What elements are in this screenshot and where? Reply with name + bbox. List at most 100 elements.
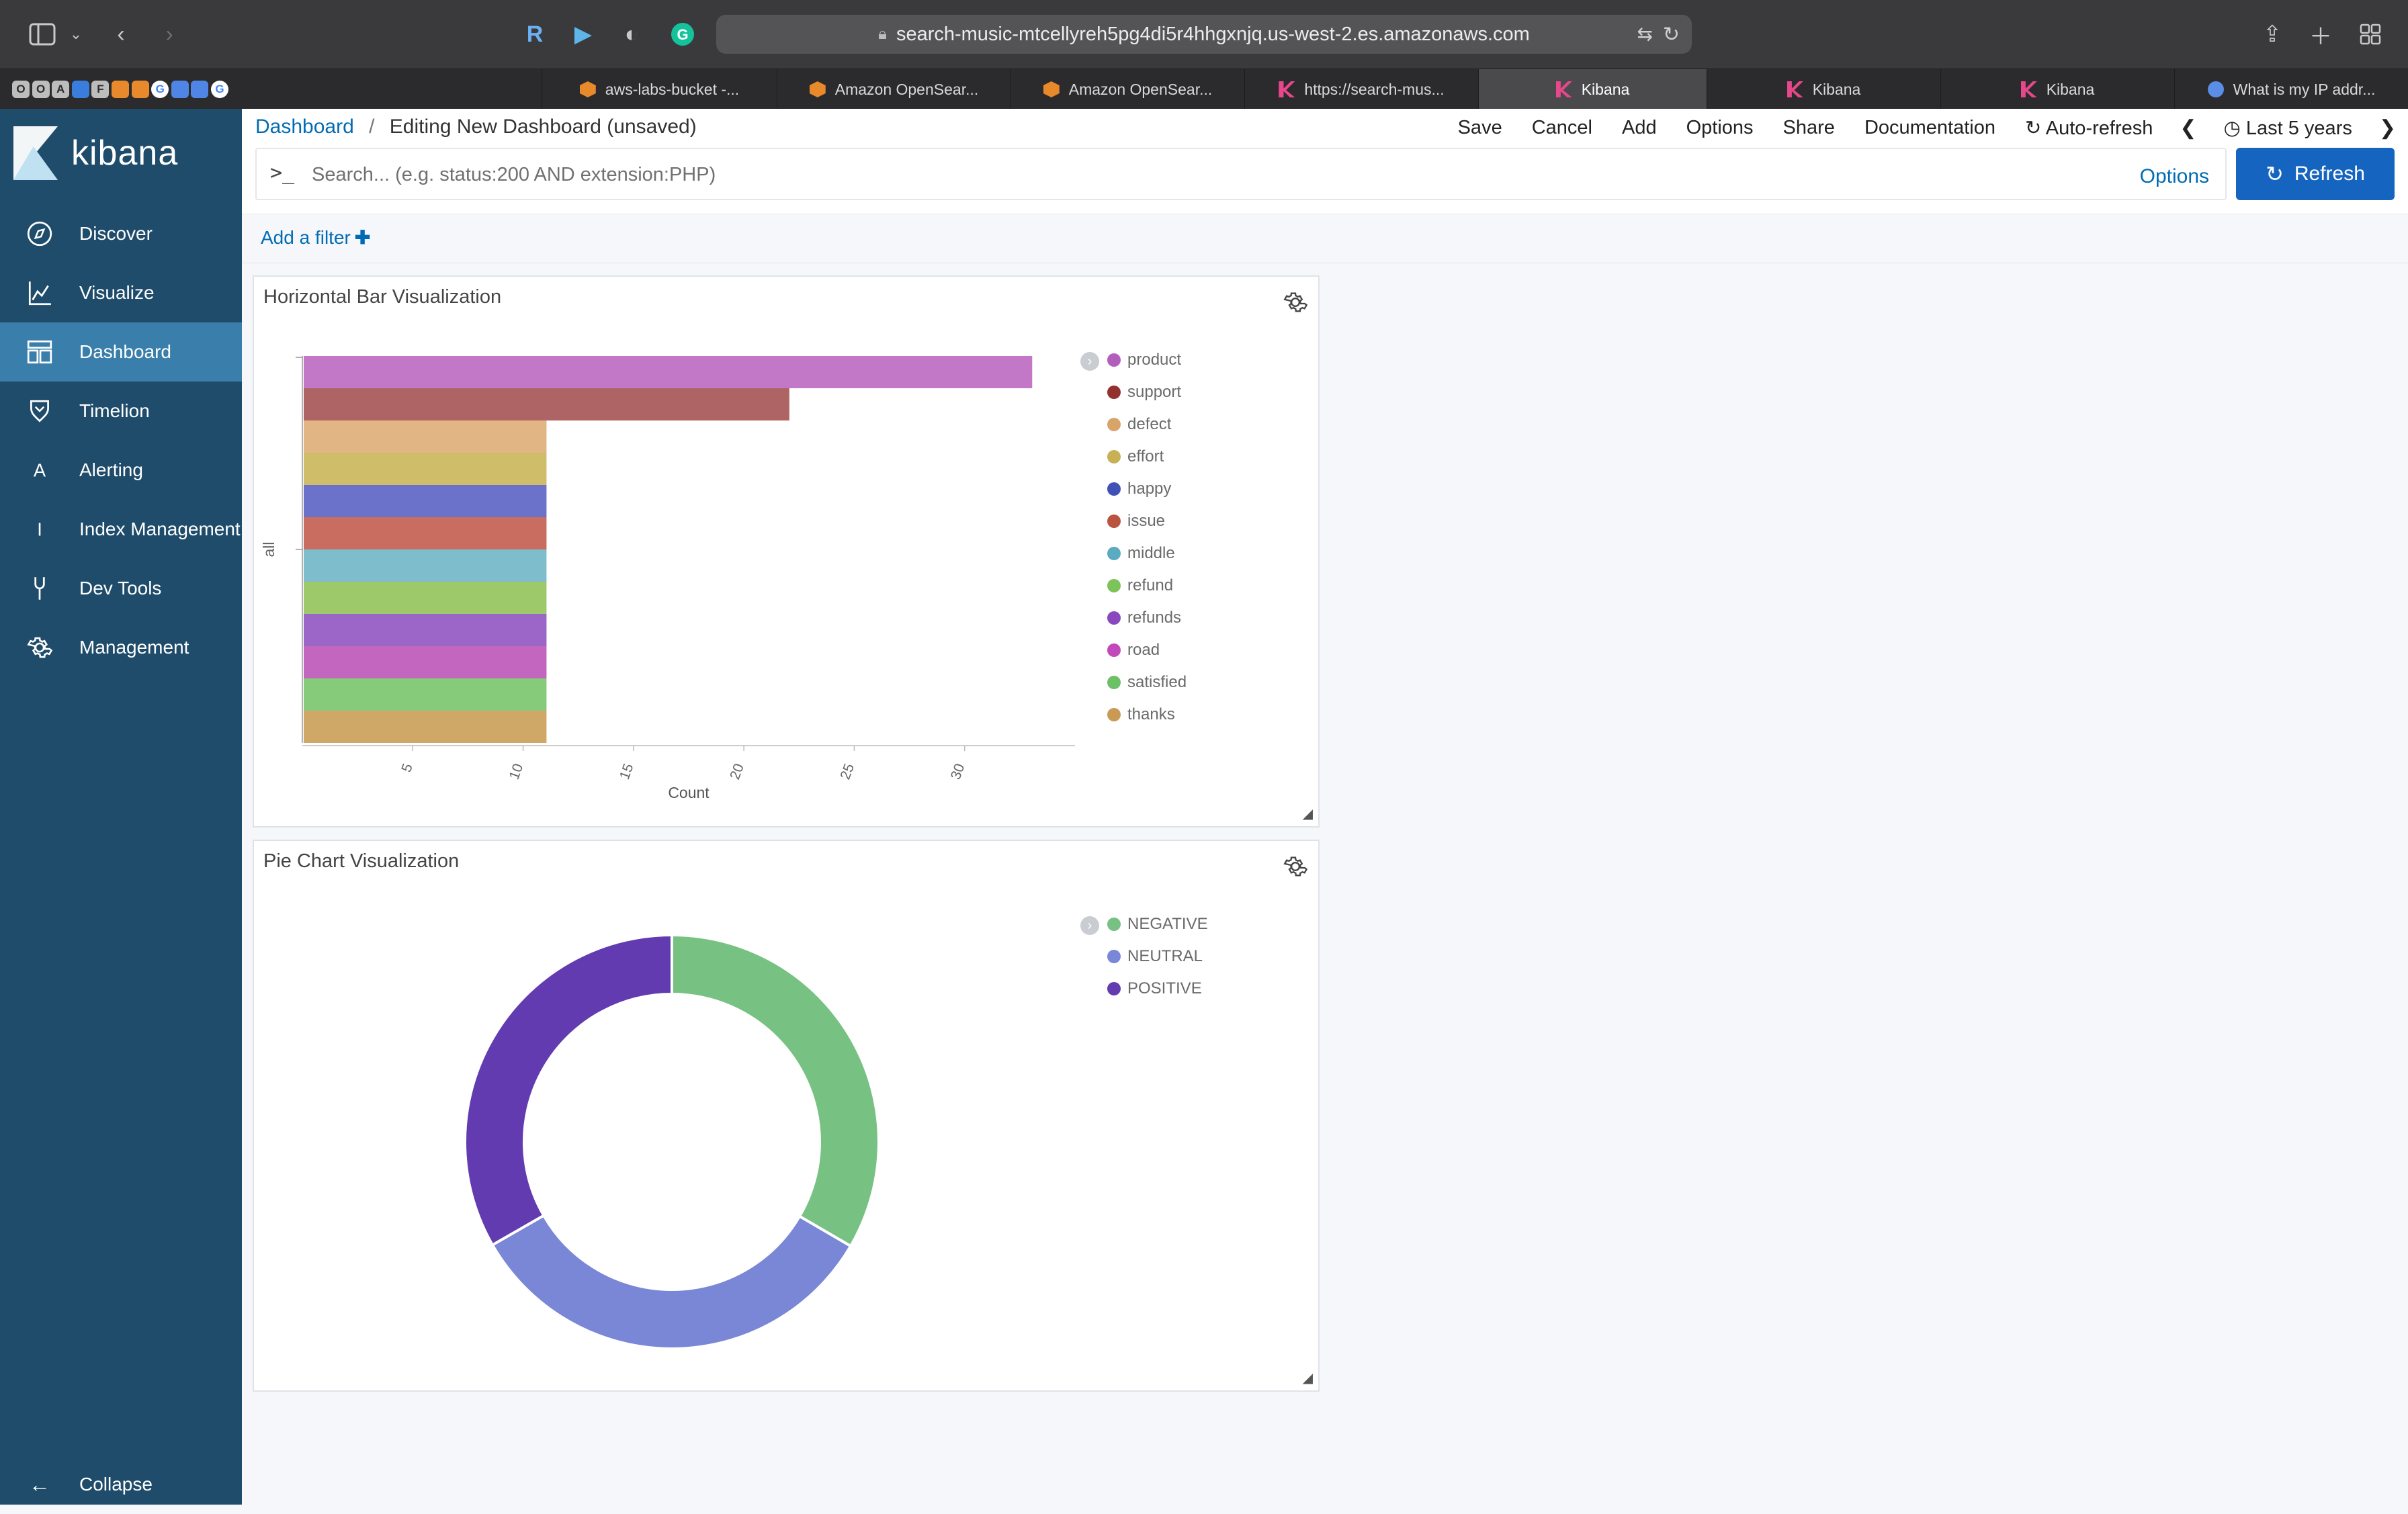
grammarly-icon[interactable]: G [668,19,697,50]
legend-item-road[interactable]: road [1107,641,1160,660]
legend-item-refund[interactable]: refund [1107,576,1173,595]
browser-tab[interactable]: Kibana [1707,69,1940,109]
pinned-tab[interactable] [191,81,209,98]
documentation-button[interactable]: Documentation [1864,116,1995,138]
browser-tab[interactable]: Kibana [1940,69,2174,109]
browser-tab[interactable]: Amazon OpenSear... [1010,69,1244,109]
legend-item-middle[interactable]: middle [1107,544,1175,563]
browser-tab[interactable]: Kibana [1478,69,1707,109]
forward-icon[interactable]: › [165,21,173,47]
share-button[interactable]: Share [1782,116,1835,138]
bar-thanks [304,711,547,743]
legend-item-happy[interactable]: happy [1107,480,1171,498]
legend-item-defect[interactable]: defect [1107,415,1171,434]
legend-dot [1107,353,1121,367]
legend-item-product[interactable]: product [1107,351,1181,369]
chevron-down-icon[interactable]: ⌄ [69,26,83,42]
pinned-tab[interactable]: G [151,81,169,98]
back-icon[interactable]: ‹ [117,21,125,47]
x-tick-label: 30 [948,762,968,782]
translate-icon[interactable]: ⇆ [1637,24,1653,44]
sidebar-item-management[interactable]: Management [0,618,242,677]
legend-item-neutral[interactable]: NEUTRAL [1107,947,1203,966]
refresh-button[interactable]: ↻ Refresh [2236,148,2395,200]
options-button[interactable]: Options [1686,116,1754,138]
browser-tab[interactable]: aws-labs-bucket -... [542,69,777,109]
pinned-tab[interactable] [171,81,189,98]
sidebar-item-dev-tools[interactable]: Dev Tools [0,559,242,618]
pinned-tab[interactable]: O [12,81,30,98]
legend-item-negative[interactable]: NEGATIVE [1107,915,1208,934]
legend-toggle-icon[interactable]: › [1080,916,1099,935]
pinned-tab[interactable] [131,81,149,98]
url-text: search-music-mtcellyreh5pg4di5r4hhgxnjq.… [896,23,1530,45]
legend-label: thanks [1127,705,1175,723]
resize-handle-icon[interactable]: ◢ [1302,807,1313,821]
shield-icon[interactable]: ◐ [624,21,639,47]
pinned-tab[interactable] [71,81,89,98]
tab-overview-icon[interactable] [2356,19,2385,50]
share-icon[interactable]: ⇪ [2262,21,2282,47]
save-button[interactable]: Save [1457,116,1502,138]
gear-icon[interactable] [1282,289,1309,316]
pinned-tab[interactable]: G [211,81,228,98]
resize-handle-icon[interactable]: ◢ [1302,1371,1313,1386]
new-tab-icon[interactable]: ＋ [2309,24,2332,50]
browser-tab[interactable]: Amazon OpenSear... [777,69,1010,109]
add-filter-button[interactable]: Add a filter ✚ [261,226,370,249]
panel-title: Pie Chart Visualization [263,850,460,872]
panel-title: Horizontal Bar Visualization [263,286,502,308]
time-forward-icon[interactable]: ❯ [2378,116,2396,139]
sidebar-toggle-icon[interactable] [26,19,59,50]
legend-item-thanks[interactable]: thanks [1107,705,1175,724]
sidebar-item-alerting[interactable]: A Alerting [0,441,242,500]
legend-dot [1107,547,1121,560]
bar-road [304,646,547,678]
bar-issue [304,517,547,549]
pinned-tab[interactable]: F [91,81,110,98]
legend-item-effort[interactable]: effort [1107,447,1164,466]
kibana-top-bar: Dashboard / Editing New Dashboard (unsav… [242,109,2408,146]
compass-icon [0,220,79,248]
extension-r-icon[interactable]: R [526,21,544,47]
gear-icon [0,633,79,662]
add-button[interactable]: Add [1621,116,1657,138]
sidebar-item-discover[interactable]: Discover [0,204,242,263]
aws-favicon-icon [809,81,826,97]
search-options-button[interactable]: Options [2139,165,2209,187]
sidebar-item-timelion[interactable]: Timelion [0,382,242,441]
time-picker-button[interactable]: ◷ Last 5 years [2224,116,2352,140]
auto-refresh-button[interactable]: ↻ Auto-refresh [2025,116,2153,140]
breadcrumb-dashboard-link[interactable]: Dashboard [255,116,354,138]
kibana-logo[interactable]: kibana [13,126,178,180]
bar-chart: 5 10 15 20 25 30 Count all [260,356,1075,801]
sidebar-item-visualize[interactable]: Visualize [0,263,242,322]
search-input[interactable] [310,156,2057,193]
gear-icon[interactable] [1282,853,1309,880]
address-bar[interactable]: 🔒︎ search-music-mtcellyreh5pg4di5r4hhgxn… [716,15,1692,54]
sidebar-item-label: Visualize [79,282,155,303]
legend-item-positive[interactable]: POSITIVE [1107,979,1202,998]
legend-toggle-icon[interactable]: › [1080,352,1099,371]
sidebar-item-dashboard[interactable]: Dashboard [0,322,242,382]
legend-dot [1107,708,1121,721]
browser-tab[interactable]: https://search-mus... [1244,69,1478,109]
extension-play-icon[interactable]: ▶ [574,21,593,47]
pinned-tab[interactable] [112,81,129,98]
sidebar-item-label: Discover [79,223,153,244]
legend-item-refunds[interactable]: refunds [1107,609,1181,627]
browser-tab[interactable]: What is my IP addr... [2174,69,2408,109]
legend-label: NEGATIVE [1127,915,1208,933]
pinned-tab[interactable]: A [52,81,70,98]
sidebar-item-index-management[interactable]: I Index Management [0,500,242,559]
legend-item-support[interactable]: support [1107,383,1181,402]
cancel-button[interactable]: Cancel [1531,116,1592,138]
reload-icon[interactable]: ↻ [1662,24,1680,46]
tab-label: https://search-mus... [1304,80,1445,98]
breadcrumb-current: Editing New Dashboard (unsaved) [389,116,697,138]
legend-item-issue[interactable]: issue [1107,512,1165,531]
pinned-tab[interactable]: O [32,81,50,98]
legend-item-satisfied[interactable]: satisfied [1107,673,1187,692]
collapse-button[interactable]: ← Collapse [0,1455,242,1514]
time-back-icon[interactable]: ❮ [2180,116,2197,139]
